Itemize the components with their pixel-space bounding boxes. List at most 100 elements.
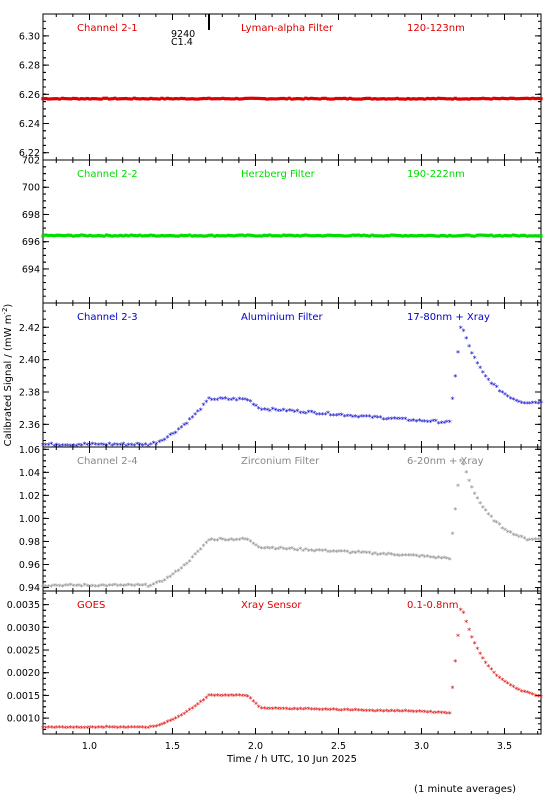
data-point	[193, 97, 197, 101]
data-point: *	[55, 442, 59, 451]
data-point	[235, 96, 239, 101]
data-point	[420, 233, 424, 238]
data-point	[448, 97, 452, 101]
data-point: *	[500, 389, 504, 398]
data-point	[71, 96, 76, 101]
y-tick-label: 0.0010	[7, 714, 40, 725]
data-point	[74, 234, 78, 238]
series-channel-2-1	[41, 96, 543, 101]
data-point	[473, 97, 477, 101]
data-point	[478, 233, 482, 237]
y-tick-label: 698	[22, 210, 40, 221]
data-point	[229, 97, 233, 101]
data-point: *	[88, 724, 92, 733]
data-point: *	[257, 544, 261, 553]
data-point: *	[85, 724, 89, 733]
data-point: *	[213, 397, 217, 406]
data-point: *	[420, 553, 424, 562]
data-point	[254, 234, 258, 238]
data-point: *	[135, 441, 139, 450]
data-point	[453, 234, 457, 238]
data-point	[52, 97, 56, 101]
data-point	[514, 233, 518, 238]
data-point: *	[105, 583, 109, 592]
data-point: *	[525, 689, 529, 698]
data-point	[309, 96, 313, 100]
data-point	[531, 234, 535, 238]
data-point: *	[401, 708, 405, 717]
data-point: *	[492, 382, 496, 391]
data-point: *	[498, 388, 502, 397]
data-point	[174, 234, 178, 238]
data-point: *	[484, 507, 488, 516]
data-point	[506, 97, 510, 101]
data-point: *	[215, 396, 219, 405]
data-point: *	[403, 708, 407, 717]
data-point: *	[260, 407, 264, 416]
data-point	[154, 97, 159, 101]
data-point: *	[201, 543, 205, 552]
data-point	[481, 233, 485, 237]
data-point: *	[354, 707, 358, 716]
data-point: *	[130, 724, 134, 733]
data-point: *	[60, 724, 64, 733]
data-point: *	[224, 537, 228, 546]
data-point: *	[417, 554, 421, 563]
data-point	[85, 234, 89, 238]
data-point: *	[459, 458, 463, 467]
data-point: *	[69, 724, 73, 733]
data-point	[80, 97, 84, 101]
data-point: *	[520, 533, 524, 542]
data-point: *	[149, 583, 153, 592]
data-point: *	[387, 416, 391, 425]
data-point: *	[337, 707, 341, 716]
data-point: *	[323, 706, 327, 715]
data-point	[71, 234, 76, 238]
data-point	[141, 97, 145, 101]
data-point: *	[517, 398, 521, 407]
data-point: *	[456, 483, 460, 492]
data-point	[46, 233, 51, 238]
data-point: *	[370, 707, 374, 716]
data-point	[348, 96, 352, 100]
data-point	[354, 233, 358, 237]
data-point	[437, 96, 441, 100]
data-point: *	[232, 537, 236, 546]
data-point	[185, 233, 189, 238]
data-point	[359, 97, 363, 101]
data-point: *	[282, 705, 286, 714]
data-point	[425, 96, 430, 101]
data-point: *	[318, 547, 322, 556]
data-point	[221, 234, 225, 238]
data-point	[129, 233, 134, 237]
data-point: *	[85, 582, 89, 591]
data-point	[110, 234, 114, 238]
data-point: *	[450, 684, 454, 693]
data-point: *	[309, 706, 313, 715]
data-point: *	[63, 582, 67, 591]
data-point: *	[240, 536, 244, 545]
data-point: *	[293, 705, 297, 714]
data-point	[376, 234, 380, 238]
data-point: *	[412, 552, 416, 561]
data-point: *	[243, 536, 247, 545]
data-point: *	[44, 583, 48, 592]
data-point: *	[254, 701, 258, 710]
data-point: *	[107, 582, 111, 591]
data-point	[390, 97, 394, 101]
data-point: *	[307, 706, 311, 715]
data-point: *	[243, 396, 247, 405]
data-point	[171, 234, 175, 238]
data-point: *	[243, 693, 247, 702]
data-point: *	[118, 724, 122, 733]
data-point	[212, 234, 217, 238]
data-point: *	[251, 401, 255, 410]
panel-band-label: 6-20nm + Xray	[407, 456, 484, 467]
y-tick-label: 0.94	[19, 583, 40, 594]
x-axis-label: Time / h UTC, 10 Jun 2025	[226, 754, 357, 765]
data-point: *	[533, 536, 537, 545]
data-point: *	[437, 709, 441, 718]
data-point: *	[182, 562, 186, 571]
data-point	[165, 96, 170, 100]
